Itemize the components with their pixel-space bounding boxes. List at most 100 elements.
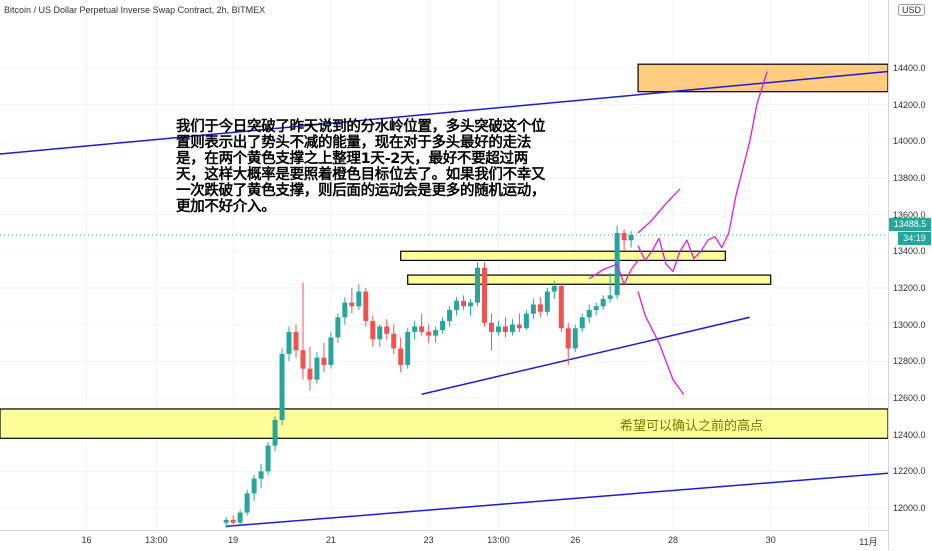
- candle-body: [349, 302, 355, 307]
- candle-body: [286, 331, 292, 354]
- candle-body: [433, 330, 439, 336]
- price-tick-label: 13600.0: [893, 209, 926, 220]
- trendline: [0, 70, 888, 155]
- candle-body: [523, 313, 529, 329]
- candle-body: [391, 333, 397, 349]
- price-tick-label: 14400.0: [893, 62, 926, 73]
- candle-body: [475, 267, 481, 303]
- price-tick-label: 13200.0: [893, 282, 926, 293]
- trendline: [421, 316, 750, 396]
- candle-body: [321, 357, 327, 365]
- candle-body: [447, 309, 453, 321]
- time-tick-label: 23: [423, 535, 434, 545]
- candle-body: [412, 326, 418, 332]
- candle-body: [328, 337, 334, 365]
- candle-body: [481, 267, 487, 323]
- candle-body: [572, 328, 578, 349]
- candle-body: [537, 304, 543, 312]
- price-tick-label: 12600.0: [893, 392, 926, 403]
- candle-body: [363, 291, 369, 321]
- price-axis[interactable]: 14400.0 14200.0 14000.0 13800.0 13600.0 13400…: [888, 0, 932, 550]
- time-tick-label: 19: [228, 535, 239, 545]
- candle-body: [516, 324, 522, 329]
- candle-body: [335, 317, 341, 338]
- candle-body: [230, 519, 236, 523]
- candle-body: [244, 493, 250, 513]
- candle-body: [356, 291, 362, 307]
- candle-body: [621, 232, 627, 241]
- candle-body: [593, 306, 599, 310]
- price-tick-label: 14200.0: [893, 99, 926, 110]
- price-tick-label: 12000.0: [893, 502, 926, 513]
- projection-path: [637, 188, 681, 234]
- support-zone: [0, 408, 888, 439]
- candle-body: [586, 309, 592, 318]
- candle-body: [370, 320, 376, 340]
- candle-body: [600, 298, 606, 307]
- candle-body: [314, 357, 320, 380]
- candle-body: [530, 304, 536, 314]
- time-tick-label: 11月: [859, 537, 878, 547]
- time-tick-label: 21: [325, 535, 336, 545]
- candle-body: [265, 445, 271, 472]
- price-tick-label: 12200.0: [893, 466, 926, 477]
- candle-body: [272, 419, 278, 446]
- candle-body: [468, 302, 474, 307]
- time-tick-label: 13:00: [145, 535, 168, 545]
- time-tick-label: 16: [81, 535, 92, 545]
- candle-body: [405, 331, 411, 365]
- price-tick-label: 13400.0: [893, 246, 926, 257]
- candle-body: [488, 322, 494, 332]
- price-tick-label: 14000.0: [893, 136, 926, 147]
- candle-body: [251, 478, 257, 494]
- bar-countdown: 34:19: [898, 232, 931, 245]
- candle-body: [544, 291, 550, 312]
- price-tick-label: 13800.0: [893, 172, 926, 183]
- candle-body: [579, 317, 585, 329]
- candle-body: [293, 331, 299, 351]
- candle-body: [628, 235, 634, 241]
- support-zone-label: 希望可以确认之前的高点: [620, 419, 764, 434]
- candle-body: [565, 328, 571, 349]
- projection-path: [637, 291, 685, 395]
- candle-body: [551, 286, 557, 292]
- projection-path: [637, 71, 768, 273]
- candle-body: [384, 326, 390, 334]
- currency-label[interactable]: USD: [898, 4, 926, 16]
- time-tick-label: 28: [667, 535, 678, 545]
- price-tick-label: 13000.0: [893, 319, 926, 330]
- candle-body: [440, 320, 446, 331]
- candle-body: [426, 331, 432, 336]
- candle-body: [300, 350, 306, 369]
- candle-body: [607, 295, 613, 299]
- target-zone: [637, 63, 888, 93]
- analysis-annotation: 我们于今日突破了昨天说到的分水岭位置，多头突破这个位置则表示出了势头不减的能量，…: [176, 119, 546, 215]
- support-zone: [400, 250, 726, 262]
- price-tick-label: 12400.0: [893, 429, 926, 440]
- candle-body: [558, 286, 564, 329]
- time-tick-label: 30: [765, 535, 776, 545]
- candle-body: [502, 326, 508, 332]
- price-chart[interactable]: [0, 0, 888, 530]
- candle-body: [307, 368, 313, 380]
- chart-title: Bitcoin / US Dollar Perpetual Inverse Sw…: [4, 5, 266, 15]
- candle-body: [419, 326, 425, 332]
- candle-body: [398, 348, 404, 365]
- candle-body: [279, 353, 285, 420]
- candle-body: [454, 300, 460, 310]
- candle-body: [509, 324, 515, 332]
- candle-body: [223, 519, 229, 523]
- candle-body: [461, 300, 467, 307]
- last-price-tag: 13488.5: [889, 218, 931, 231]
- price-tick-label: 12800.0: [893, 356, 926, 367]
- chart-area[interactable]: Bitcoin / US Dollar Perpetual Inverse Sw…: [0, 0, 888, 530]
- time-axis[interactable]: 16 13:00 19 21 23 13:00 26 28 30 11月: [0, 530, 888, 551]
- candle-body: [258, 471, 264, 479]
- time-tick-label: 26: [570, 535, 581, 545]
- projection-path: [588, 260, 639, 285]
- candle-body: [377, 326, 383, 340]
- candle-body: [495, 326, 501, 332]
- time-tick-label: 13:00: [487, 535, 510, 545]
- candle-body: [237, 512, 243, 523]
- candle-body: [342, 302, 348, 318]
